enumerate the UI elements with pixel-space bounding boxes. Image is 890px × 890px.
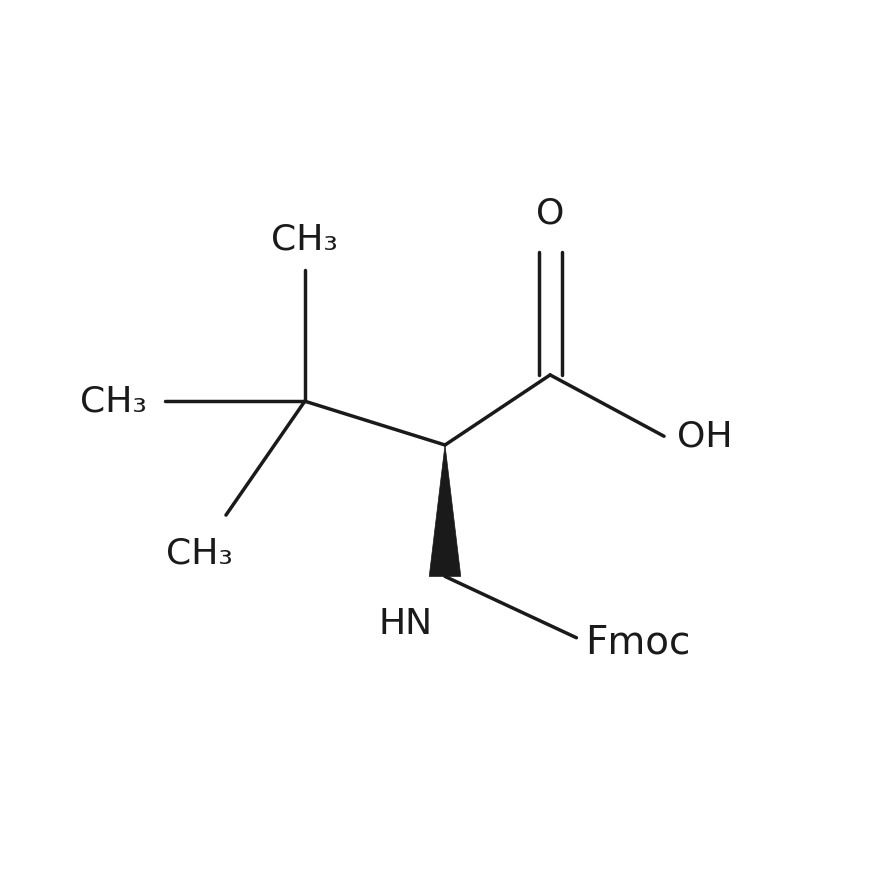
Text: Fmoc: Fmoc — [586, 623, 691, 661]
Text: OH: OH — [677, 419, 732, 453]
Polygon shape — [429, 445, 461, 577]
Text: CH₃: CH₃ — [166, 537, 233, 571]
Text: CH₃: CH₃ — [80, 384, 147, 418]
Text: O: O — [536, 197, 564, 231]
Text: CH₃: CH₃ — [271, 222, 338, 256]
Text: HN: HN — [378, 607, 433, 641]
